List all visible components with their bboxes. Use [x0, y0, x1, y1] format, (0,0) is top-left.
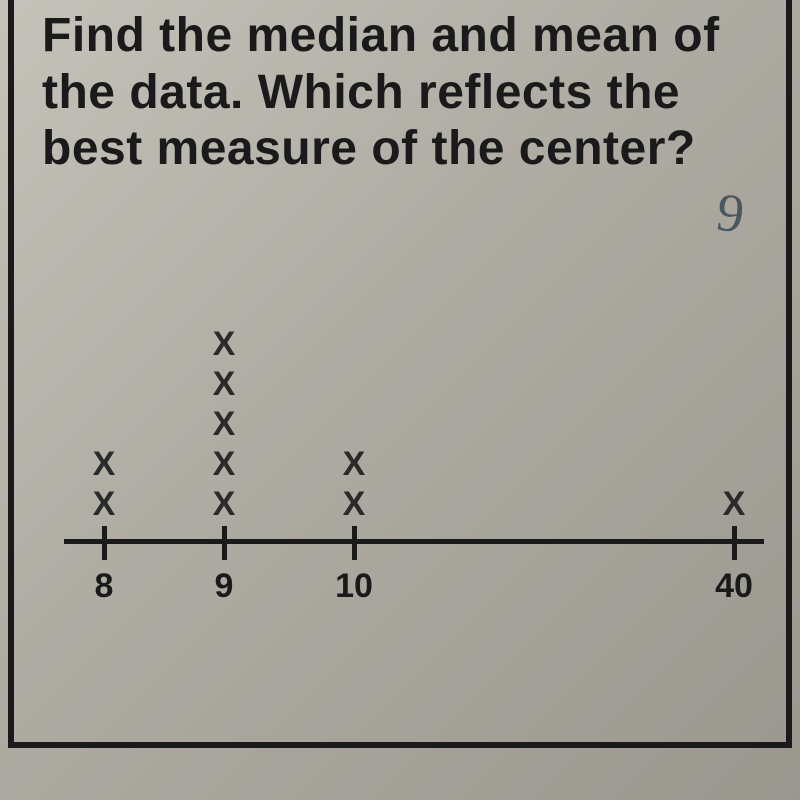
dot-mark: X: [723, 485, 746, 524]
dot-plot: 8XX9XXXXX10XX40X: [54, 234, 764, 654]
dot-mark: X: [343, 485, 366, 524]
worksheet-page: Find the median and mean of the data. Wh…: [0, 0, 800, 800]
dot-mark: X: [213, 405, 236, 444]
axis-tick-label: 8: [95, 567, 114, 606]
dot-mark: X: [93, 445, 116, 484]
question-line-1: Find the median and mean of: [42, 9, 720, 62]
dot-mark: X: [213, 485, 236, 524]
question-line-2: the data. Which reflects the: [42, 66, 680, 119]
axis-tick-label: 40: [715, 567, 753, 606]
dot-mark: X: [93, 485, 116, 524]
question-text: Find the median and mean of the data. Wh…: [42, 8, 782, 178]
problem-card: Find the median and mean of the data. Wh…: [8, 0, 792, 748]
axis-tick: [222, 526, 227, 560]
axis-tick: [102, 526, 107, 560]
axis-tick: [732, 526, 737, 560]
number-line-axis: [64, 539, 764, 544]
axis-tick: [352, 526, 357, 560]
dot-mark: X: [343, 445, 366, 484]
dot-mark: X: [213, 445, 236, 484]
axis-tick-label: 10: [335, 567, 373, 606]
question-line-3: best measure of the center?: [42, 122, 696, 175]
axis-tick-label: 9: [215, 567, 234, 606]
dot-mark: X: [213, 365, 236, 404]
dot-mark: X: [213, 325, 236, 364]
